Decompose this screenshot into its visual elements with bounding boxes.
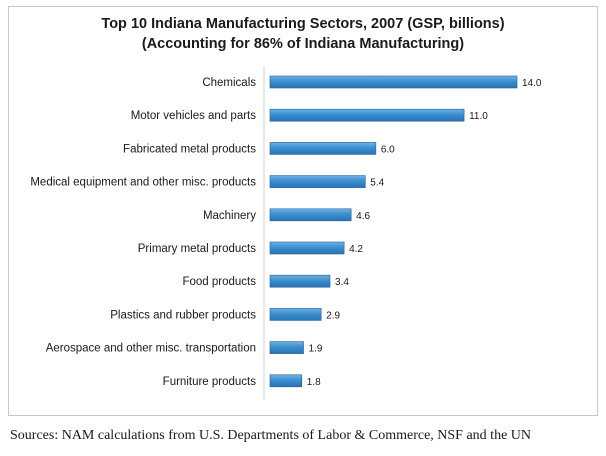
source-note: Sources: NAM calculations from U.S. Depa… — [10, 428, 532, 443]
bar-chart: Chemicals 14.0 Motor vehicles and parts 11.… — [30, 66, 542, 400]
category-label: Food products — [182, 276, 256, 288]
bar — [269, 75, 518, 89]
data-label: 4.6 — [356, 211, 370, 222]
data-label: 6.0 — [381, 144, 395, 155]
bar — [269, 241, 345, 255]
category-label: Medical equipment and other misc. produc… — [30, 177, 256, 189]
category-label: Furniture products — [163, 376, 257, 388]
category-label: Machinery — [203, 210, 256, 222]
chart-subtitle: (Accounting for 86% of Indiana Manufactu… — [141, 36, 465, 52]
data-label: 2.9 — [326, 310, 340, 321]
data-label: 5.4 — [370, 178, 384, 189]
category-label: Plastics and rubber products — [110, 309, 256, 321]
bar — [269, 208, 352, 222]
category-label: Fabricated metal products — [123, 143, 256, 155]
data-label: 4.2 — [349, 244, 363, 255]
category-label: Primary metal products — [138, 243, 256, 255]
data-label: 11.0 — [469, 111, 488, 122]
category-label: Chemicals — [202, 77, 256, 89]
chart-title: Top 10 Indiana Manufacturing Sectors, 20… — [101, 16, 505, 32]
data-label: 3.4 — [335, 277, 349, 288]
bar — [269, 308, 322, 321]
bar — [269, 274, 331, 288]
bar — [269, 142, 377, 155]
bar — [269, 108, 465, 122]
data-label: 1.8 — [307, 377, 321, 388]
bar — [269, 175, 366, 188]
data-label: 1.9 — [309, 344, 323, 355]
chart-title-block: Top 10 Indiana Manufacturing Sectors, 20… — [8, 14, 598, 54]
bar — [269, 341, 304, 354]
category-label: Aerospace and other misc. transportation — [46, 343, 256, 355]
category-label: Motor vehicles and parts — [131, 110, 257, 122]
data-label: 14.0 — [522, 78, 542, 89]
bar — [269, 374, 303, 388]
